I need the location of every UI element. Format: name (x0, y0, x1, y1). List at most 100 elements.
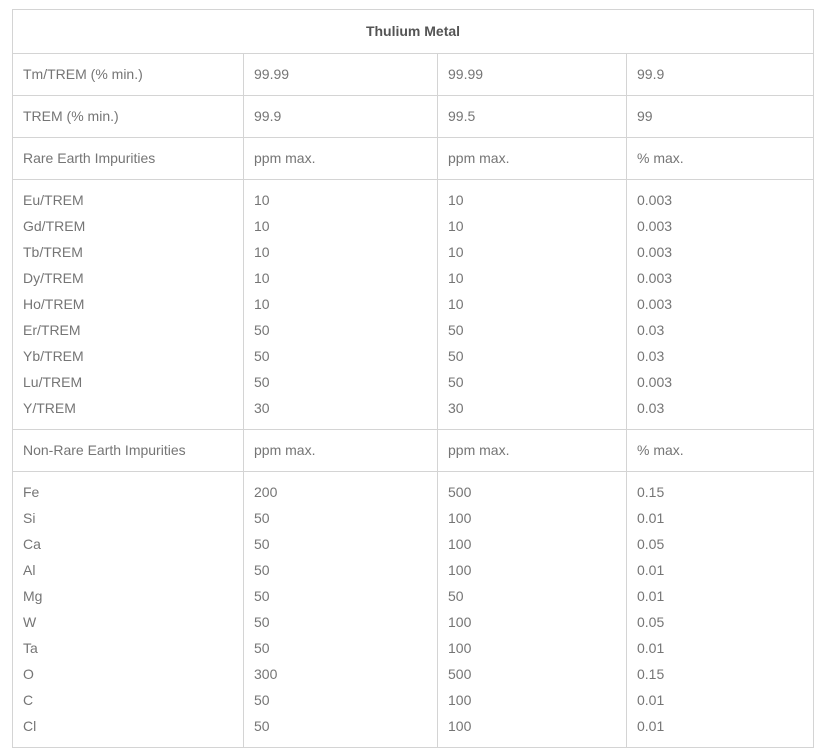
cell-line: Ca (23, 536, 41, 552)
title-row: Thulium Metal (12, 9, 814, 54)
unit-header-cell: ppm max. (243, 137, 438, 180)
cell-line: Er/TREM (23, 322, 81, 338)
cell-line: 10 (448, 270, 464, 286)
cell-line: Dy/TREM (23, 270, 84, 286)
cell-line: 0.01 (637, 640, 665, 656)
cell-line: 10 (254, 218, 270, 234)
value-cell: 99.5 (437, 95, 627, 138)
cell-line: 300 (254, 666, 278, 682)
cell-line: 0.003 (637, 192, 673, 208)
cell-line: 50 (254, 510, 270, 526)
cell-line: Ho/TREM (23, 296, 85, 312)
unit-header-cell: ppm max. (437, 137, 627, 180)
cell-line: 10 (254, 244, 270, 260)
unit-header-cell: % max. (626, 429, 814, 472)
non-rare-earth-col3-cell: 0.15 0.01 0.05 0.01 0.01 0.05 0.01 0.15 0.01 0.01 (626, 471, 814, 748)
cell-line: 0.003 (637, 270, 673, 286)
cell-line: 50 (448, 588, 464, 604)
table-title: Thulium Metal (12, 9, 814, 54)
table-row-tm-trem: Tm/TREM (% min.) 99.99 99.99 99.9 (12, 53, 814, 96)
cell-line: 0.003 (637, 218, 673, 234)
unit-header-cell: ppm max. (437, 429, 627, 472)
value-cell: 99.9 (243, 95, 438, 138)
cell-line: 100 (448, 718, 472, 734)
rare-earth-col2-cell: 10 10 10 10 10 50 50 50 30 (437, 179, 627, 430)
cell-line: Fe (23, 484, 40, 500)
cell-line: O (23, 666, 34, 682)
cell-line: C (23, 692, 34, 708)
non-rare-earth-elements-cell: Fe Si Ca Al Mg W Ta O C Cl (12, 471, 244, 748)
non-rare-earth-col2-cell: 500 100 100 100 50 100 100 500 100 100 (437, 471, 627, 748)
cell-line: 500 (448, 666, 472, 682)
section-label-non-rare-earth: Non-Rare Earth Impurities (12, 429, 244, 472)
cell-line: 50 (448, 322, 464, 338)
cell-line: 10 (254, 192, 270, 208)
cell-line: 50 (254, 322, 270, 338)
cell-line: 10 (448, 244, 464, 260)
cell-line: Lu/TREM (23, 374, 83, 390)
cell-line: 0.003 (637, 244, 673, 260)
cell-line: Al (23, 562, 36, 578)
rare-earth-values-row: Eu/TREM Gd/TREM Tb/TREM Dy/TREM Ho/TREM Er/TR… (12, 179, 814, 430)
value-cell: 99.9 (626, 53, 814, 96)
cell-line: 100 (448, 614, 472, 630)
cell-line: 50 (254, 562, 270, 578)
unit-header-cell: % max. (626, 137, 814, 180)
cell-line: 0.05 (637, 536, 665, 552)
section-header-non-rare-earth: Non-Rare Earth Impurities ppm max. ppm m… (12, 429, 814, 472)
cell-line: 0.15 (637, 666, 665, 682)
cell-line: 50 (254, 536, 270, 552)
cell-line: 0.03 (637, 348, 665, 364)
cell-line: 50 (254, 588, 270, 604)
rare-earth-col1-cell: 10 10 10 10 10 50 50 50 30 (243, 179, 438, 430)
cell-line: 50 (254, 640, 270, 656)
cell-line: 50 (254, 374, 270, 390)
unit-header-cell: ppm max. (243, 429, 438, 472)
section-header-rare-earth: Rare Earth Impurities ppm max. ppm max. … (12, 137, 814, 180)
value-cell: 99.99 (437, 53, 627, 96)
row-label-trem: TREM (% min.) (12, 95, 244, 138)
cell-line: 0.01 (637, 588, 665, 604)
cell-line: Tb/TREM (23, 244, 83, 260)
cell-line: Cl (23, 718, 37, 734)
cell-line: 50 (448, 348, 464, 364)
cell-line: 50 (254, 614, 270, 630)
cell-line: 0.15 (637, 484, 665, 500)
cell-line: 50 (254, 718, 270, 734)
cell-line: 100 (448, 510, 472, 526)
cell-line: Si (23, 510, 36, 526)
cell-line: Gd/TREM (23, 218, 86, 234)
cell-line: 50 (254, 692, 270, 708)
cell-line: 50 (254, 348, 270, 364)
cell-line: 100 (448, 536, 472, 552)
cell-line: 10 (448, 296, 464, 312)
cell-line: 0.003 (637, 374, 673, 390)
cell-line: 0.03 (637, 322, 665, 338)
section-label-rare-earth: Rare Earth Impurities (12, 137, 244, 180)
cell-line: 100 (448, 692, 472, 708)
table-row-trem: TREM (% min.) 99.9 99.5 99 (12, 95, 814, 138)
cell-line: 30 (254, 400, 270, 416)
value-cell: 99.99 (243, 53, 438, 96)
cell-line: 0.003 (637, 296, 673, 312)
cell-line: Yb/TREM (23, 348, 84, 364)
cell-line: 0.01 (637, 562, 665, 578)
cell-line: Mg (23, 588, 43, 604)
cell-line: 0.03 (637, 400, 665, 416)
cell-line: 10 (448, 218, 464, 234)
cell-line: 100 (448, 640, 472, 656)
cell-line: 30 (448, 400, 464, 416)
thulium-spec-table: Thulium Metal Tm/TREM (% min.) 99.99 99.… (12, 9, 814, 748)
cell-line: 0.01 (637, 510, 665, 526)
cell-line: 200 (254, 484, 278, 500)
cell-line: 500 (448, 484, 472, 500)
cell-line: Eu/TREM (23, 192, 84, 208)
cell-line: 50 (448, 374, 464, 390)
rare-earth-elements-cell: Eu/TREM Gd/TREM Tb/TREM Dy/TREM Ho/TREM Er/TR… (12, 179, 244, 430)
non-rare-earth-col1-cell: 200 50 50 50 50 50 50 300 50 50 (243, 471, 438, 748)
cell-line: 0.05 (637, 614, 665, 630)
cell-line: W (23, 614, 37, 630)
cell-line: 0.01 (637, 718, 665, 734)
cell-line: 0.01 (637, 692, 665, 708)
